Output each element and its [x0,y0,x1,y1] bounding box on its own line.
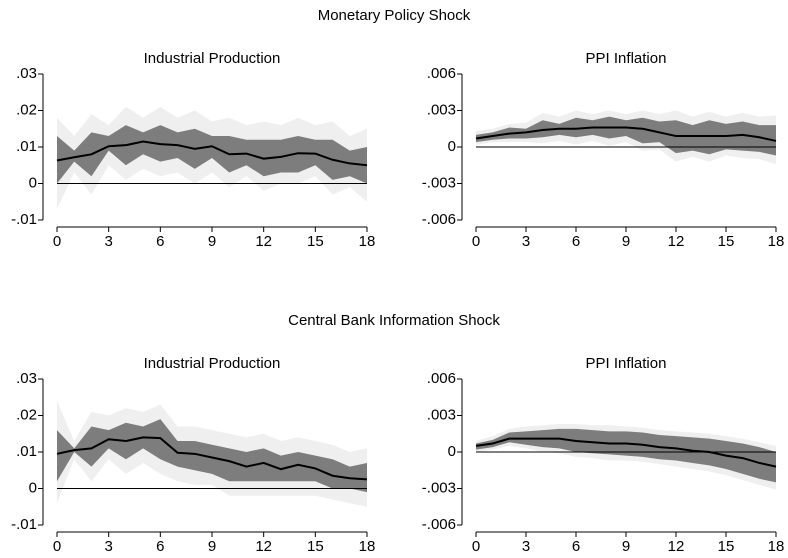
confidence-band [476,116,776,156]
y-tick-label: 0 [29,174,37,191]
figure-title: Monetary Policy Shock [318,7,471,24]
x-tick-label: 15 [718,538,735,555]
y-tick-label: .02 [16,406,37,423]
y-tick-label: .006 [427,65,456,82]
y-tick-label: -.003 [422,174,456,191]
x-tick-label: 0 [472,233,480,250]
y-tick-label: .003 [427,101,456,118]
y-tick-label: -.01 [11,211,37,228]
x-tick-label: 15 [307,538,324,555]
x-tick-label: 12 [255,233,272,250]
x-tick-label: 9 [208,538,216,555]
x-tick-label: 18 [768,538,785,555]
y-tick-label: .01 [16,138,37,155]
x-tick-label: 9 [208,233,216,250]
x-tick-label: 3 [522,233,530,250]
x-tick-label: 3 [104,233,112,250]
x-tick-label: 15 [718,233,735,250]
y-tick-label: -.01 [11,516,37,533]
y-tick-label: -.006 [422,516,456,533]
panel-title: Industrial Production [144,50,281,67]
confidence-band [57,125,367,184]
x-tick-label: 6 [156,233,164,250]
x-tick-label: 0 [53,233,61,250]
x-tick-label: 0 [53,538,61,555]
x-tick-label: 3 [522,538,530,555]
confidence-band [57,419,367,493]
x-tick-label: 15 [307,233,324,250]
y-tick-label: 0 [448,443,456,460]
y-tick-label: .03 [16,65,37,82]
figure-title: Central Bank Information Shock [288,312,500,329]
response-line [56,436,368,481]
response-line [475,437,777,468]
y-tick-label: .01 [16,443,37,460]
x-tick-label: 12 [255,538,272,555]
x-tick-label: 3 [104,538,112,555]
y-tick-label: .006 [427,370,456,387]
panel-title: PPI Inflation [586,355,667,372]
y-tick-label: -.003 [422,479,456,496]
x-tick-label: 6 [156,538,164,555]
x-tick-label: 12 [668,233,685,250]
confidence-band [476,428,776,483]
x-tick-label: 12 [668,538,685,555]
response-line [475,126,777,142]
response-line [56,140,368,167]
x-tick-label: 9 [622,233,630,250]
y-tick-label: .03 [16,370,37,387]
x-tick-label: 6 [572,233,580,250]
y-tick-label: .02 [16,101,37,118]
panel-title: PPI Inflation [586,50,667,67]
y-tick-label: 0 [448,138,456,155]
y-tick-label: -.006 [422,211,456,228]
x-tick-label: 18 [359,233,376,250]
x-tick-label: 0 [472,538,480,555]
panel-title: Industrial Production [144,355,281,372]
y-tick-label: 0 [29,479,37,496]
x-tick-label: 6 [572,538,580,555]
x-tick-label: 18 [768,233,785,250]
x-tick-label: 9 [622,538,630,555]
y-tick-label: .003 [427,406,456,423]
x-tick-label: 18 [359,538,376,555]
